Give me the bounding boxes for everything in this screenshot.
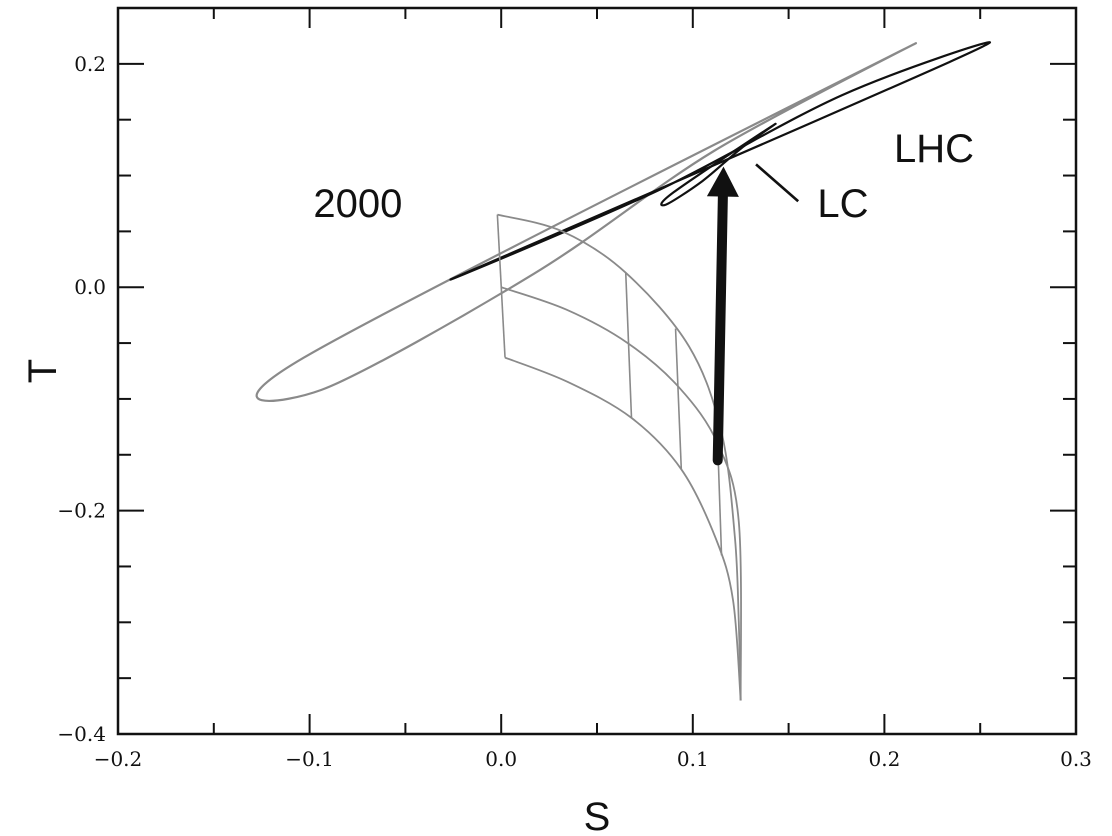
ticks-layer: −0.2 −0.1 0.0 0.1 0.2 0.3−0.4−0.20.00.2 <box>57 8 1092 771</box>
grid-curve <box>674 328 683 470</box>
y-tick-label: −0.4 <box>57 722 106 746</box>
data-layer <box>255 41 991 701</box>
grid-curve <box>500 286 742 701</box>
annotation-2000: 2000 <box>313 182 402 226</box>
grid-curve <box>624 272 633 418</box>
annotation-lhc: LHC <box>894 127 974 171</box>
contour-ellipse <box>255 42 918 402</box>
contour-ellipse <box>660 122 777 207</box>
plot-frame <box>116 6 1078 736</box>
x-tick-label: 0.0 <box>485 747 517 771</box>
contour-ellipse <box>449 41 991 281</box>
x-tick-label: 0.3 <box>1060 747 1092 771</box>
x-axis-label: S <box>584 795 611 836</box>
y-tick-label: −0.2 <box>57 499 106 523</box>
y-tick-label: 0.0 <box>74 275 106 299</box>
x-tick-label: 0.2 <box>868 747 900 771</box>
labels-layer: S T 2000 LHC LC <box>21 127 974 836</box>
x-tick-label: −0.1 <box>285 747 334 771</box>
y-tick-label: 0.2 <box>74 52 106 76</box>
x-tick-label: 0.1 <box>677 747 709 771</box>
x-tick-label: −0.2 <box>94 747 143 771</box>
shift-arrow-head <box>706 166 739 197</box>
grid-curve <box>496 214 506 358</box>
grid-curve <box>755 163 800 203</box>
grid-curve <box>497 213 742 701</box>
shift-arrow-shaft <box>712 191 728 466</box>
annotation-lc: LC <box>817 182 868 226</box>
grid-curve <box>504 356 742 701</box>
y-axis-label: T <box>21 359 65 383</box>
